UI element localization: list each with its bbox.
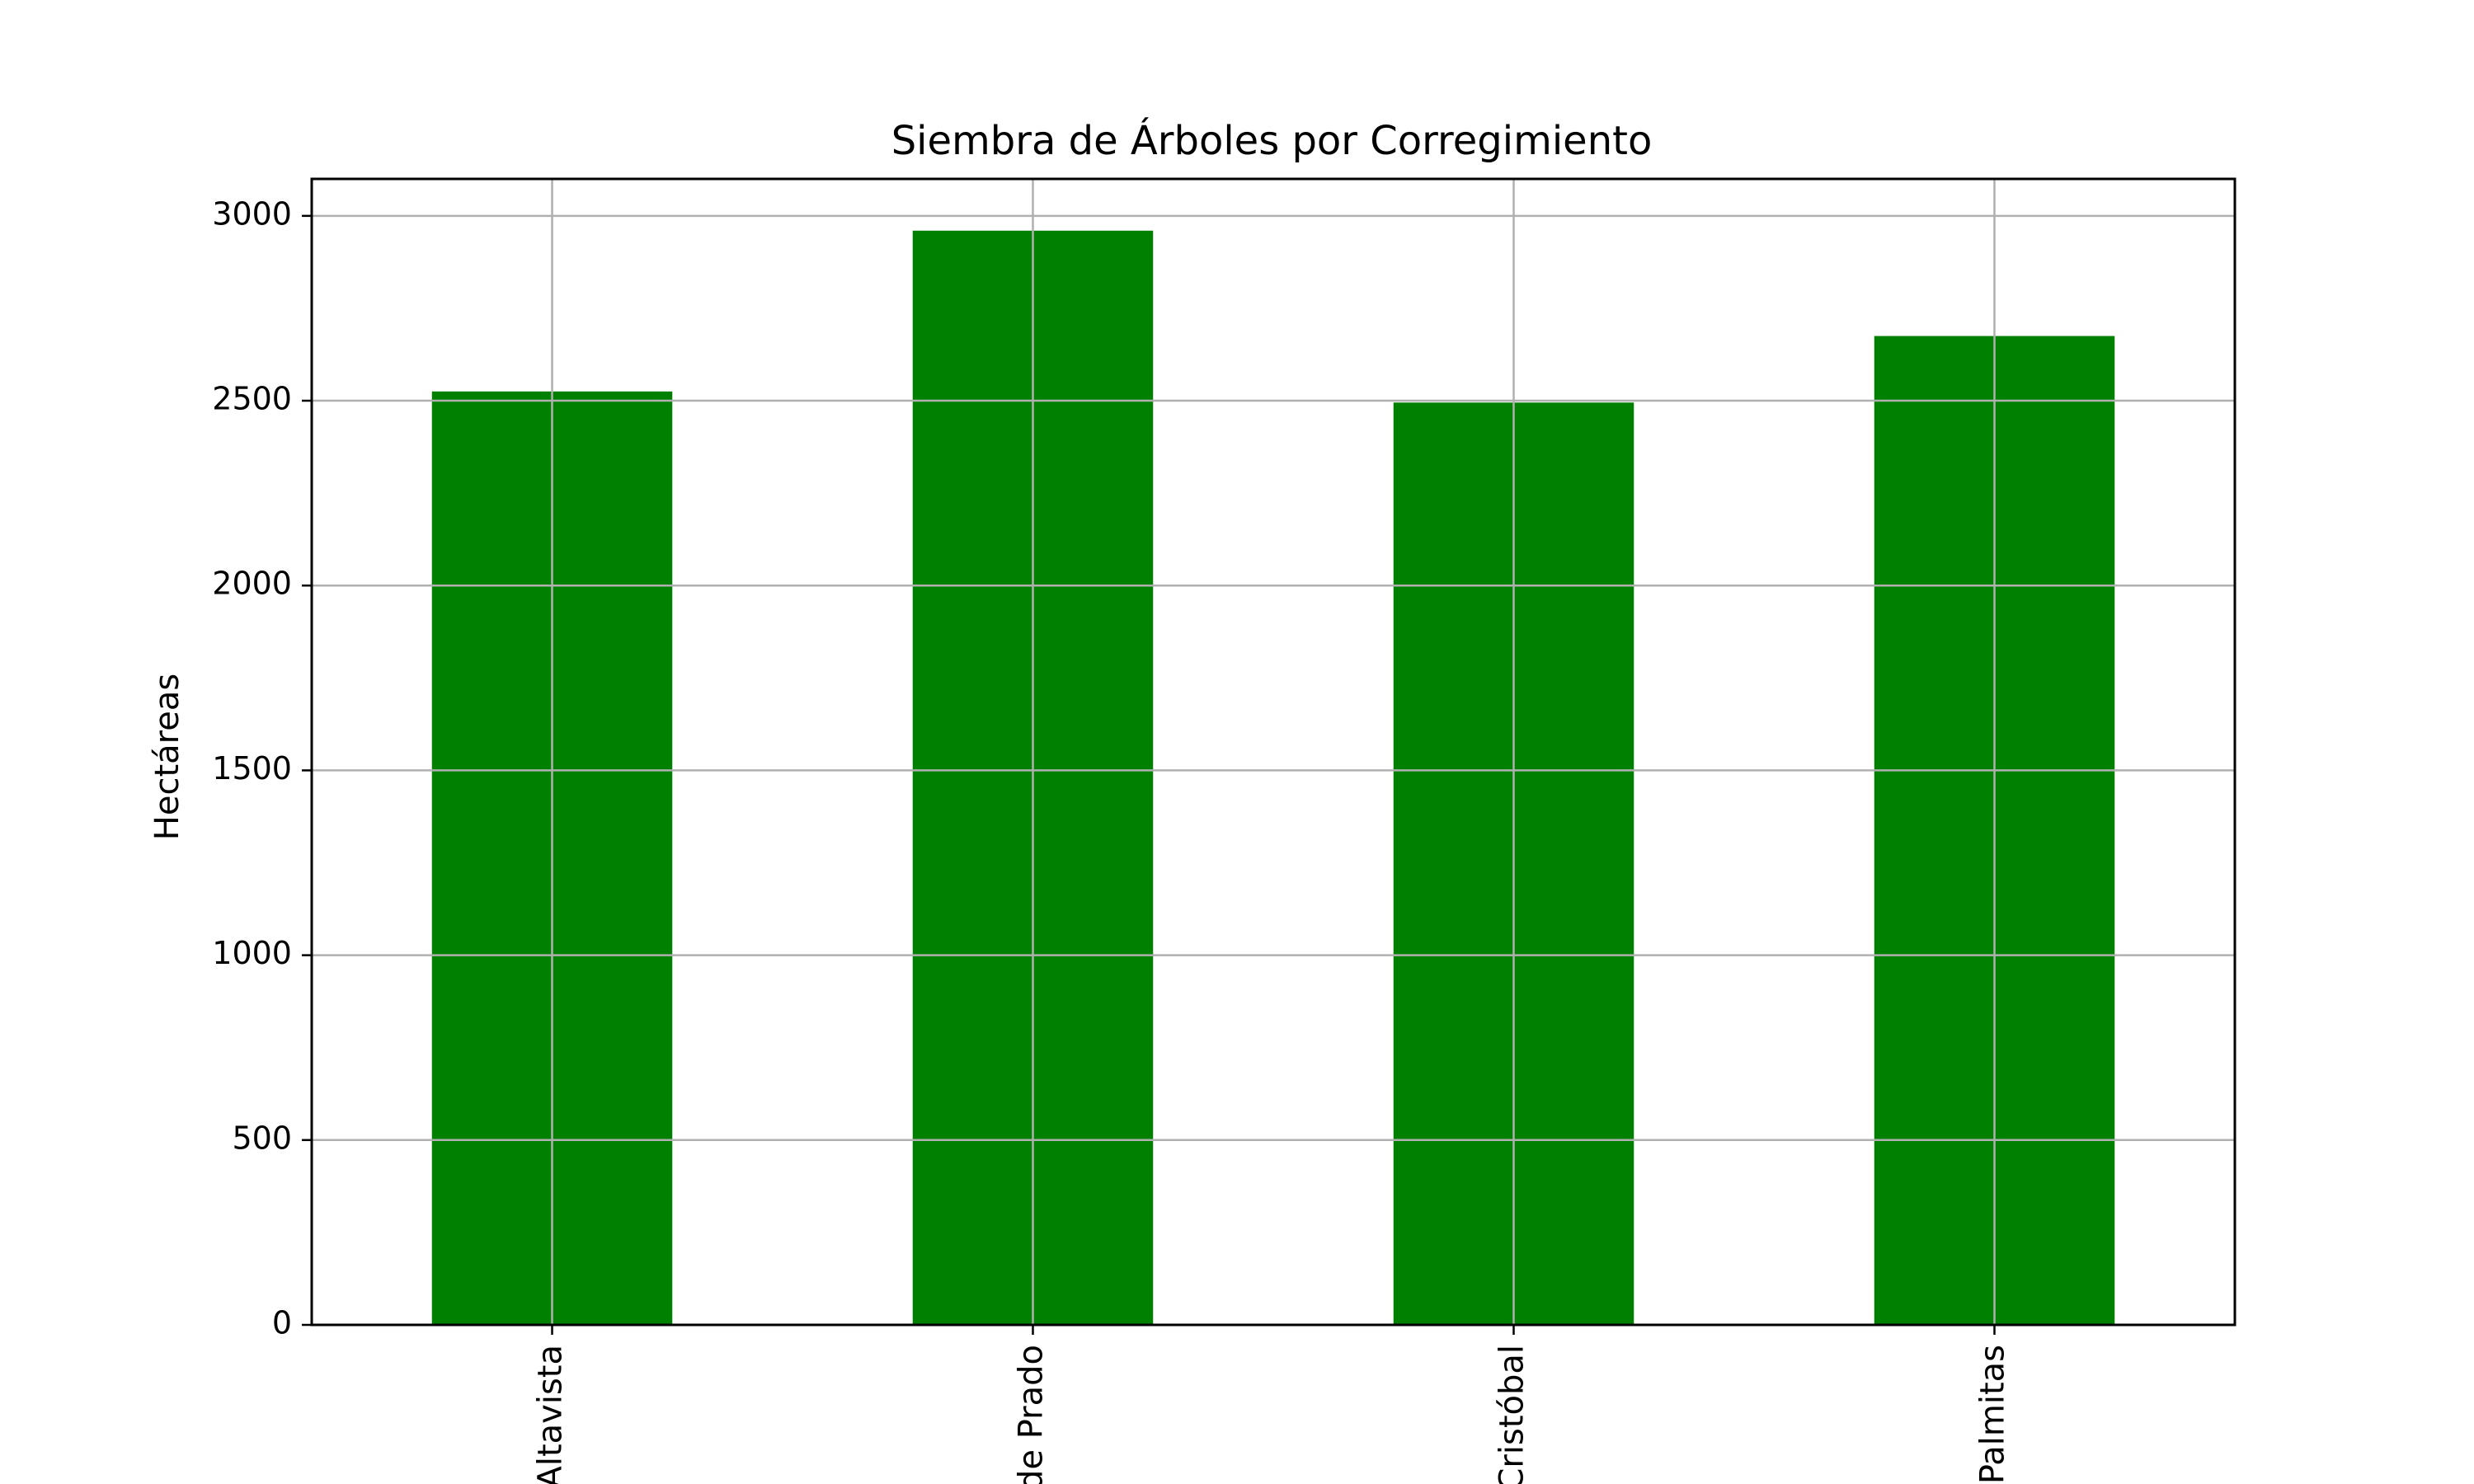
y-tick-label: 1000 xyxy=(212,935,292,971)
y-tick-label: 3000 xyxy=(212,195,292,232)
y-tick-label: 2500 xyxy=(212,381,292,417)
y-tick-label: 500 xyxy=(232,1120,292,1156)
chart-title: Siembra de Árboles por Corregimiento xyxy=(891,117,1653,164)
plot-frame xyxy=(310,177,2236,1327)
x-tick-label: Cristóbal xyxy=(1493,1345,1531,1484)
x-axis-ticks: Altavista de Prado Cristóbal Palmitas xyxy=(532,1325,2012,1484)
x-tick-label: Palmitas xyxy=(1974,1345,2012,1484)
y-tick-label: 1500 xyxy=(212,750,292,787)
y-axis-ticks: 0 500 1000 1500 2000 2500 3000 xyxy=(212,195,312,1341)
y-axis-label: Hectáreas xyxy=(148,674,186,840)
y-tick-label: 2000 xyxy=(212,566,292,602)
bars xyxy=(431,230,2115,1326)
x-tick-label: Altavista xyxy=(532,1345,570,1484)
x-tick-label: de Prado xyxy=(1013,1345,1051,1484)
y-tick-label: 0 xyxy=(272,1305,292,1341)
